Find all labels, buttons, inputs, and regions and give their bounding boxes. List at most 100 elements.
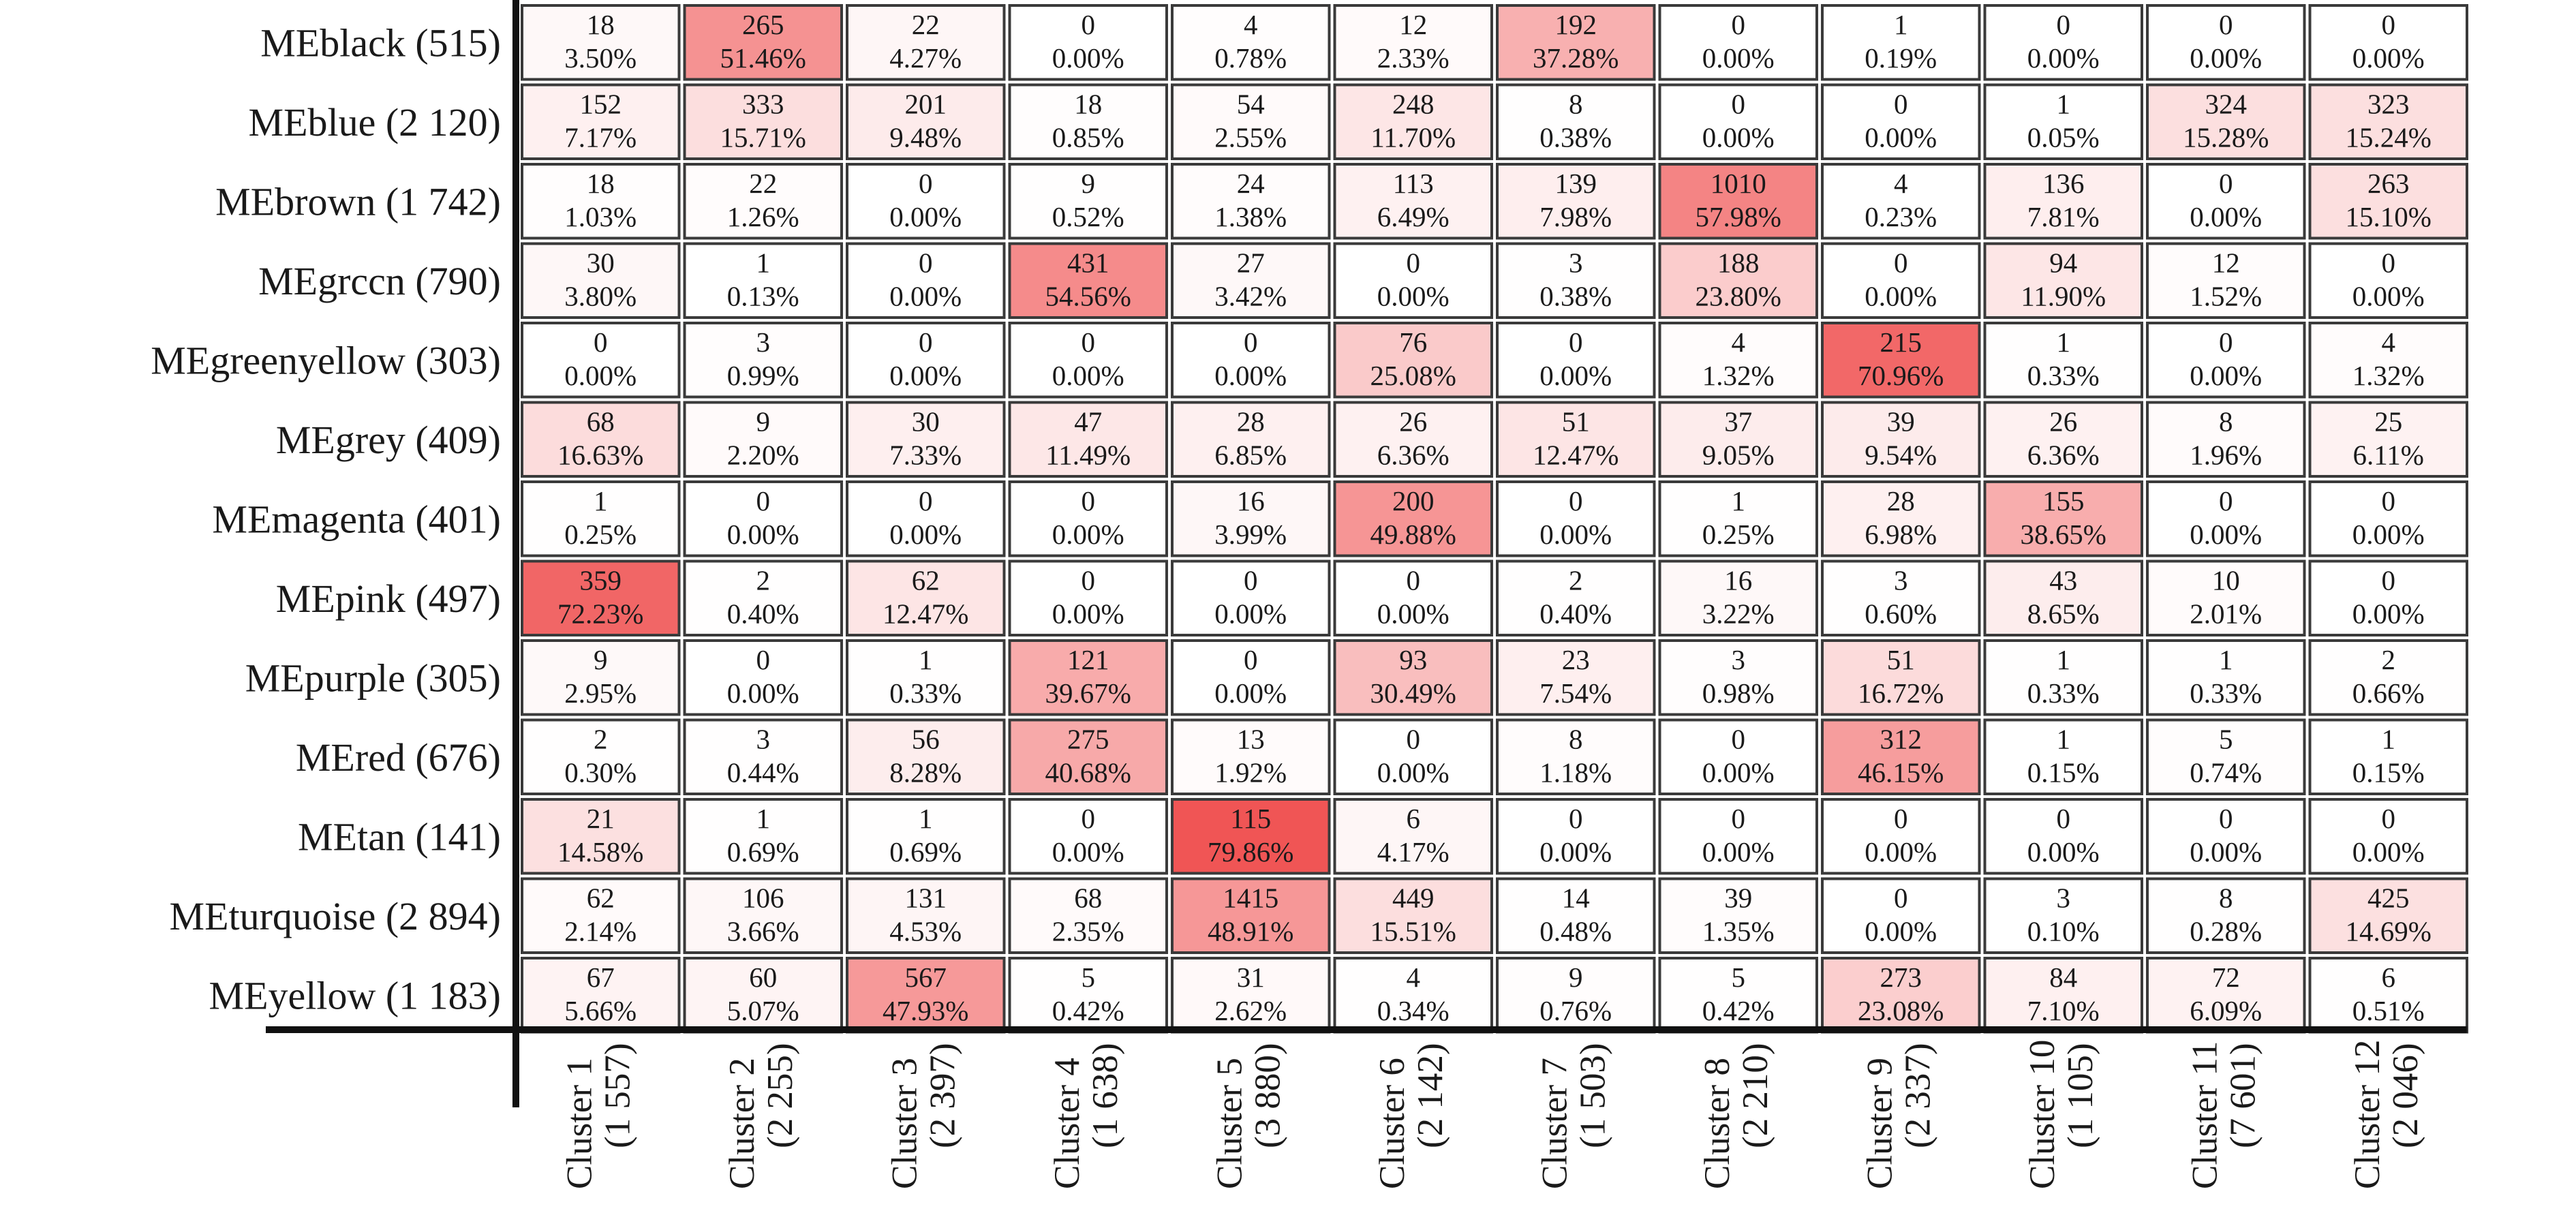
cell-count: 22 bbox=[749, 168, 777, 199]
cell-count: 0 bbox=[2219, 485, 2233, 517]
cell-count: 8 bbox=[1569, 89, 1583, 120]
cell-percent: 0.00% bbox=[1539, 360, 1612, 391]
cell-percent: 0.30% bbox=[564, 757, 637, 788]
heatmap-cell bbox=[2146, 957, 2306, 1034]
row-label: MEpurple (305) bbox=[245, 656, 501, 700]
cell-percent: 37.28% bbox=[1533, 42, 1619, 74]
cell-count: 200 bbox=[1392, 485, 1435, 517]
heatmap-cell bbox=[2308, 401, 2468, 478]
heatmap-cell bbox=[2146, 242, 2306, 319]
cell-count: 0 bbox=[1569, 326, 1583, 358]
cell-percent: 0.33% bbox=[889, 677, 962, 709]
heatmap-cell bbox=[1496, 322, 1656, 399]
column-label-size: (2 397) bbox=[923, 1043, 962, 1148]
cell-count: 0 bbox=[1244, 326, 1258, 358]
cell-percent: 0.00% bbox=[1702, 42, 1775, 74]
cell-count: 1010 bbox=[1711, 168, 1766, 199]
cell-count: 51 bbox=[1887, 644, 1915, 675]
heatmap-cell bbox=[683, 559, 843, 636]
heatmap-cell bbox=[1333, 163, 1493, 240]
column-label-size: (3 880) bbox=[1248, 1043, 1287, 1148]
cell-count: 5 bbox=[2219, 724, 2233, 755]
cell-count: 0 bbox=[2382, 247, 2396, 279]
cell-count: 0 bbox=[2219, 168, 2233, 199]
cell-percent: 0.00% bbox=[2190, 42, 2262, 74]
heatmap-cell bbox=[1658, 163, 1818, 240]
cell-count: 0 bbox=[2382, 565, 2396, 596]
column-label: Cluster 12(2 046) bbox=[2348, 1040, 2425, 1189]
heatmap-cell bbox=[1171, 83, 1331, 160]
heatmap-cell bbox=[1008, 322, 1168, 399]
heatmap-cell bbox=[2308, 242, 2468, 319]
cell-percent: 0.40% bbox=[727, 598, 799, 630]
heatmap-cell bbox=[1008, 559, 1168, 636]
cell-count: 21 bbox=[587, 803, 615, 834]
cell-percent: 0.00% bbox=[2352, 519, 2425, 550]
cell-count: 4 bbox=[2382, 326, 2396, 358]
cell-count: 188 bbox=[1717, 247, 1760, 279]
cell-count: 136 bbox=[2042, 168, 2085, 199]
cell-count: 18 bbox=[587, 168, 615, 199]
cell-count: 192 bbox=[1555, 9, 1597, 40]
heatmap-cell bbox=[1008, 480, 1168, 557]
cell-percent: 0.00% bbox=[2190, 836, 2262, 867]
heatmap-cell bbox=[2146, 401, 2306, 478]
heatmap-cell bbox=[1333, 718, 1493, 795]
cell-count: 68 bbox=[587, 406, 615, 437]
cell-count: 312 bbox=[1880, 724, 1922, 755]
heatmap-cell bbox=[1496, 559, 1656, 636]
cell-count: 60 bbox=[749, 962, 777, 993]
cell-percent: 2.33% bbox=[1377, 42, 1450, 74]
cell-count: 0 bbox=[919, 485, 933, 517]
heatmap-cell bbox=[521, 798, 681, 875]
heatmap-cell bbox=[2146, 718, 2306, 795]
heatmap-cell bbox=[1008, 83, 1168, 160]
cell-count: 62 bbox=[587, 882, 615, 914]
cell-percent: 0.00% bbox=[1702, 757, 1775, 788]
cell-percent: 0.00% bbox=[1214, 598, 1287, 630]
cell-percent: 0.00% bbox=[1865, 281, 1937, 312]
cell-percent: 6.09% bbox=[2190, 995, 2262, 1026]
cell-count: 24 bbox=[1237, 168, 1265, 199]
row-label: MEpink (497) bbox=[276, 577, 501, 621]
cell-count: 263 bbox=[2367, 168, 2410, 199]
cell-percent: 0.33% bbox=[2190, 677, 2262, 709]
heatmap-cell bbox=[2146, 4, 2306, 81]
column-label: Cluster 2(2 255) bbox=[722, 1043, 800, 1189]
cell-count: 0 bbox=[1732, 9, 1746, 40]
cell-count: 30 bbox=[587, 247, 615, 279]
cell-percent: 0.13% bbox=[727, 281, 799, 312]
cell-percent: 3.99% bbox=[1214, 519, 1287, 550]
heatmap-cell bbox=[1171, 401, 1331, 478]
cell-count: 8 bbox=[2219, 406, 2233, 437]
cell-count: 1 bbox=[756, 803, 771, 834]
cell-count: 131 bbox=[905, 882, 947, 914]
cell-count: 0 bbox=[1732, 803, 1746, 834]
cell-percent: 0.00% bbox=[2352, 281, 2425, 312]
row-labels: MEblack (515) MEblue (2 120) MEbrown (1 74… bbox=[151, 20, 501, 1017]
cell-count: 68 bbox=[1074, 882, 1102, 914]
heatmap-cell bbox=[2308, 639, 2468, 716]
cell-percent: 40.68% bbox=[1045, 757, 1131, 788]
cell-percent: 0.00% bbox=[564, 360, 637, 391]
cell-count: 0 bbox=[2382, 803, 2396, 834]
column-label-name: Cluster 7 bbox=[1535, 1058, 1574, 1189]
cell-count: 1 bbox=[2057, 89, 2071, 120]
column-label: Cluster 3(2 397) bbox=[885, 1043, 962, 1189]
column-label-name: Cluster 12 bbox=[2348, 1040, 2387, 1189]
heatmap-cell bbox=[1333, 401, 1493, 478]
cell-percent: 16.72% bbox=[1858, 677, 1944, 709]
cell-percent: 6.36% bbox=[1377, 440, 1450, 471]
cell-percent: 3.42% bbox=[1214, 281, 1287, 312]
cell-count: 84 bbox=[2049, 962, 2077, 993]
heatmap-cell bbox=[1008, 242, 1168, 319]
cell-count: 1 bbox=[756, 247, 771, 279]
cell-count: 0 bbox=[1407, 247, 1421, 279]
cell-count: 4 bbox=[1407, 962, 1421, 993]
cell-percent: 14.69% bbox=[2346, 916, 2432, 947]
heatmap-cell bbox=[846, 322, 1006, 399]
cell-count: 0 bbox=[1569, 485, 1583, 517]
heatmap-cell bbox=[1171, 242, 1331, 319]
cell-percent: 0.42% bbox=[1052, 995, 1124, 1026]
cell-count: 0 bbox=[756, 485, 771, 517]
